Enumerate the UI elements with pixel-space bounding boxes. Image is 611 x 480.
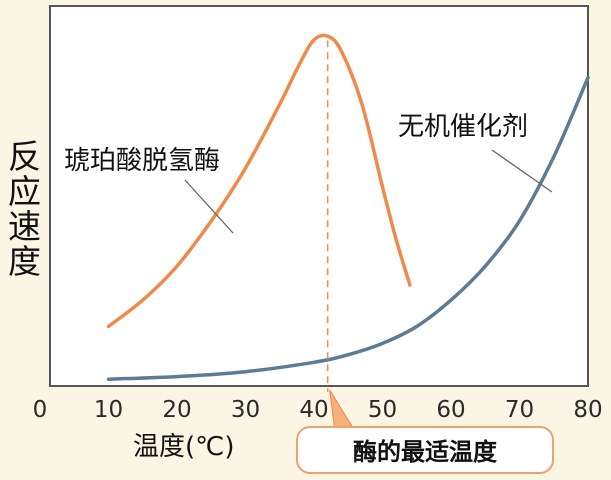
y-axis-title-char: 度 [8, 242, 41, 281]
leader-line-enzyme [184, 179, 234, 234]
plot-area [49, 5, 589, 387]
y-axis-title-char: 速 [8, 207, 41, 246]
x-tick-label: 0 [33, 397, 48, 423]
series-label-catalyst: 无机催化剂 [398, 112, 528, 142]
y-axis-title-char: 应 [8, 172, 41, 211]
x-tick-label: 60 [436, 397, 465, 423]
x-tick-label: 20 [162, 397, 191, 423]
x-tick-label: 10 [94, 397, 123, 423]
leader-line-catalyst [491, 149, 553, 193]
series-label-enzyme: 琥珀酸脱氢酶 [64, 146, 220, 176]
x-tick-label: 50 [368, 397, 397, 423]
y-axis-title-char: 反 [8, 137, 41, 176]
x-axis-title: 温度(℃) [133, 432, 235, 462]
callout-box [296, 426, 554, 474]
x-tick-label: 80 [573, 397, 602, 423]
x-tick-label: 40 [299, 397, 328, 423]
x-tick-label: 70 [505, 397, 534, 423]
x-tick-labels: 0 10 20 30 40 50 60 70 80 [33, 397, 603, 423]
series-line-catalyst [106, 75, 590, 381]
callout-pointer [329, 389, 355, 430]
x-tick-label: 30 [231, 397, 260, 423]
series-line-enzyme [106, 33, 412, 329]
series-layer [106, 33, 590, 381]
callout-text: 酶的最适温度 [353, 438, 498, 466]
